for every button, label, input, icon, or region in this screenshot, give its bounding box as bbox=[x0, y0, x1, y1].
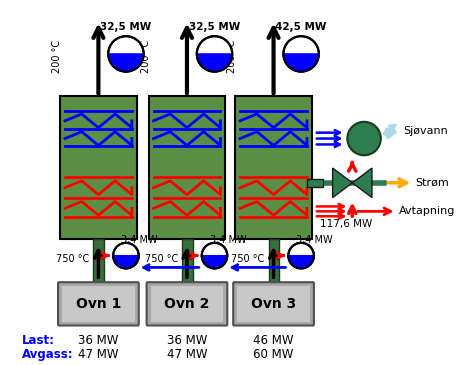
Text: Avgass:: Avgass: bbox=[21, 347, 73, 361]
Ellipse shape bbox=[108, 36, 144, 72]
Text: 46 MW: 46 MW bbox=[253, 334, 294, 347]
Text: 47 MW: 47 MW bbox=[78, 347, 119, 361]
FancyBboxPatch shape bbox=[150, 286, 223, 322]
Text: 200 °C: 200 °C bbox=[141, 40, 151, 73]
FancyBboxPatch shape bbox=[233, 282, 314, 326]
Text: 42,5 MW: 42,5 MW bbox=[276, 22, 327, 32]
Ellipse shape bbox=[197, 36, 232, 72]
Wedge shape bbox=[288, 255, 314, 268]
FancyBboxPatch shape bbox=[235, 96, 312, 239]
Wedge shape bbox=[283, 54, 319, 72]
FancyBboxPatch shape bbox=[307, 179, 323, 187]
Text: 117,6 MW: 117,6 MW bbox=[320, 219, 372, 229]
Text: 200 °C: 200 °C bbox=[227, 40, 237, 73]
FancyBboxPatch shape bbox=[93, 239, 104, 283]
Text: Strøm: Strøm bbox=[415, 178, 449, 188]
Text: 47 MW: 47 MW bbox=[167, 347, 207, 361]
Text: 36 MW: 36 MW bbox=[167, 334, 207, 347]
Wedge shape bbox=[113, 255, 139, 268]
Text: 3,4 MW: 3,4 MW bbox=[210, 235, 246, 245]
Text: 36 MW: 36 MW bbox=[78, 334, 119, 347]
Text: Last:: Last: bbox=[21, 334, 55, 347]
Wedge shape bbox=[202, 255, 227, 268]
Text: Ovn 3: Ovn 3 bbox=[251, 297, 296, 311]
Ellipse shape bbox=[283, 36, 319, 72]
Text: 32,5 MW: 32,5 MW bbox=[189, 22, 240, 32]
Wedge shape bbox=[197, 54, 232, 72]
Text: Avtapning: Avtapning bbox=[398, 206, 455, 216]
Text: 750 °C: 750 °C bbox=[57, 254, 90, 264]
FancyBboxPatch shape bbox=[58, 282, 139, 326]
Polygon shape bbox=[352, 168, 372, 197]
Ellipse shape bbox=[113, 243, 139, 268]
FancyBboxPatch shape bbox=[147, 282, 227, 326]
FancyBboxPatch shape bbox=[237, 286, 310, 322]
FancyBboxPatch shape bbox=[269, 239, 279, 283]
FancyBboxPatch shape bbox=[62, 286, 135, 322]
Wedge shape bbox=[108, 54, 144, 72]
Polygon shape bbox=[333, 168, 352, 197]
Text: Ovn 2: Ovn 2 bbox=[164, 297, 210, 311]
FancyBboxPatch shape bbox=[149, 96, 226, 239]
Text: 3,4 MW: 3,4 MW bbox=[296, 235, 333, 245]
Text: Ovn 1: Ovn 1 bbox=[76, 297, 121, 311]
FancyBboxPatch shape bbox=[60, 96, 137, 239]
Ellipse shape bbox=[288, 243, 314, 268]
Text: 750 °C: 750 °C bbox=[232, 254, 265, 264]
Text: 200 °C: 200 °C bbox=[52, 40, 62, 73]
Circle shape bbox=[347, 122, 381, 155]
Text: 60 MW: 60 MW bbox=[254, 347, 294, 361]
FancyBboxPatch shape bbox=[182, 239, 193, 283]
Text: Sjøvann: Sjøvann bbox=[403, 126, 448, 136]
Ellipse shape bbox=[202, 243, 227, 268]
Text: 750 °C: 750 °C bbox=[145, 254, 178, 264]
Text: 32,5 MW: 32,5 MW bbox=[100, 22, 152, 32]
Text: 3,4 MW: 3,4 MW bbox=[121, 235, 158, 245]
